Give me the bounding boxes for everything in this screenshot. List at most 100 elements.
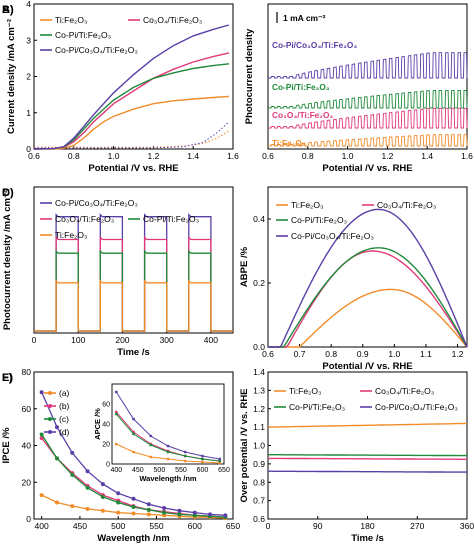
panel-e-x-tick-label: 550	[149, 521, 163, 531]
panel-e-ipce-marker	[208, 512, 213, 517]
panel-e-ipce-marker	[85, 469, 90, 474]
panel-e-ipce-marker	[177, 508, 182, 513]
panel-e-inset-apce-marker	[166, 450, 170, 454]
panel-e-ipce-marker	[54, 456, 59, 461]
panel-e-panel-letter: E)	[2, 372, 13, 384]
panel-f-y-tick-label: 0.9	[253, 459, 265, 469]
panel-e-ipce-marker	[146, 507, 151, 512]
panel-b-x-axis-label: Potential /V vs. RHE	[322, 163, 412, 174]
panel-e-ipce-marker	[100, 494, 105, 499]
panel-e-inset-apce-marker	[201, 460, 204, 464]
panel-a: 0.6 0.8 1.0 1.2 1.4 1.6 0 1 2 3 4 Potential /V vs. …	[2, 0, 239, 174]
panel-f-y-tick-label: 1.2	[253, 404, 265, 414]
panel-e-ipce-marker	[70, 450, 75, 455]
panel-f-x-tick-label: 180	[360, 521, 374, 531]
panel-a-y-tick-label: 0	[26, 144, 31, 154]
panel-e-inset-y-axis-label: APCE /%	[93, 408, 102, 440]
panel-e-ipce-marker	[116, 510, 121, 515]
panel-e-ipce-marker	[223, 513, 228, 518]
panel-d-x-axis-label: Potential /V vs. RHE	[322, 361, 412, 372]
panel-e-y-tick-label: 0	[26, 514, 31, 524]
panel-d-abpe-curve	[268, 250, 468, 348]
panel-e-ipce-marker	[162, 505, 167, 510]
panel-e-inset-apce-marker	[183, 454, 187, 458]
panel-e-ipce-marker	[162, 513, 167, 518]
panel-e-ipce-marker	[116, 500, 121, 505]
panel-f-legend-label: Ti:Fe₂O₃	[289, 386, 321, 396]
panel-e-inset-apce-marker	[183, 459, 187, 463]
panel-b-trace-label: Co₃O₄/Ti:Fe₂O₃	[272, 110, 333, 120]
panel-d: 0.6 0.7 0.8 0.9 1.0 1.1 1.2 0.0 0.2 0.4 Potential …	[2, 186, 468, 372]
panel-d-abpe-curve	[268, 288, 468, 348]
panel-e-y-tick-label: 80	[22, 367, 32, 377]
panel-c-legend-label: Co₃O₄/Ti:Fe₂O₃	[55, 214, 114, 224]
panel-a-y-tick-label: 1	[26, 108, 31, 118]
panel-f-y-tick-label: 1.3	[253, 385, 265, 395]
panel-f-stability-trace	[268, 457, 467, 460]
panel-e-inset-y-tick-label: 40	[102, 422, 110, 429]
panel-b: 0.6 0.8 1.0 1.2 1.4 1.6 Potential /V vs. RHE Ph…	[2, 3, 473, 174]
panel-a-y-tick-label: 2	[26, 72, 31, 82]
panel-a-y-axis-label: Current density /mA cm⁻²	[6, 19, 17, 134]
panel-b-x-tick-label: 0.8	[302, 151, 314, 161]
panel-c-y-axis-label: Photocurrent density /mA cm⁻²	[2, 190, 13, 330]
panel-e-inset-apce-marker	[218, 461, 222, 465]
panel-f-legend-label: Co-Pi/Ti:Fe₂O₃	[289, 402, 345, 412]
panel-e-inset-x-tick-label: 450	[132, 467, 144, 474]
panel-e-ipce-marker	[146, 512, 151, 517]
panel-e-ipce-marker	[192, 510, 197, 515]
panel-e-inset-x-tick-label: 600	[197, 467, 209, 474]
panel-d-y-tick-label: 0.0	[253, 342, 265, 352]
panel-b-chopped-trace	[268, 107, 468, 129]
panel-e-y-tick-label: 40	[22, 441, 32, 451]
panel-f-panel-letter: F)	[2, 372, 13, 384]
panel-e-legend-label: (c)	[59, 414, 69, 424]
panel-d-x-tick-label: 1.1	[420, 349, 432, 359]
panel-d-y-tick-label: 0.4	[253, 214, 265, 224]
panel-e-inset-x-tick-label: 650	[218, 467, 230, 474]
panel-e-ipce-marker	[131, 496, 136, 501]
panel-e-inset-y-tick-label: 20	[102, 442, 110, 449]
panel-d-y-axis-label: ABPE /%	[239, 246, 250, 287]
panel-e-ipce-marker	[146, 502, 151, 507]
panel-e-x-axis-label: Wavelength /nm	[97, 533, 170, 544]
panel-b-x-tick-label: 1.0	[342, 151, 354, 161]
panel-b-x-tick-label: 1.6	[461, 151, 473, 161]
panel-c-x-tick-label: 0	[32, 335, 37, 345]
panel-e-inset-apce-marker	[114, 412, 118, 416]
panel-b-trace-label: Ti:Fe₂O₃	[272, 138, 306, 148]
panel-e-ipce-marker	[39, 390, 44, 395]
panel-e-x-tick-label: 400	[35, 521, 49, 531]
panel-a-x-tick-label: 1.4	[187, 151, 199, 161]
panel-d-legend-label: Co-Pi/Co₃O₄/Ti:Fe₂O₃	[291, 231, 374, 241]
panel-e-inset-apce-marker	[114, 390, 118, 394]
panel-e-inset-apce-marker	[132, 450, 135, 454]
panel-e-inset-x-tick-label: 550	[175, 467, 187, 474]
panel-f-y-tick-label: 1.1	[253, 422, 265, 432]
panel-e-x-tick-label: 500	[111, 521, 125, 531]
panel-f: 0 90 180 270 360 0.6 0.7 0.8 0.9 1.0 1.1 1.2 1.3 1.4 T…	[2, 367, 474, 544]
panel-c-plot-frame	[33, 186, 234, 334]
panel-a-x-tick-label: 1.6	[227, 151, 239, 161]
panel-a-series-line	[34, 130, 230, 148]
panel-e-inset-apce-marker	[149, 455, 153, 459]
panel-c-transient-trace	[34, 249, 233, 332]
panel-e-inset-apce-marker	[114, 410, 118, 414]
panel-b-x-tick-label: 1.4	[421, 151, 433, 161]
panel-e-x-tick-label: 650	[226, 521, 240, 531]
panel-d-x-tick-label: 0.9	[357, 349, 369, 359]
panel-a-series-line	[33, 24, 230, 150]
panel-c-legend-label: Co-Pi/Ti:Fe₂O₃	[143, 214, 199, 224]
panel-f-y-tick-label: 0.8	[253, 477, 265, 487]
panel-d-panel-letter: D)	[2, 187, 14, 199]
panel-b-trace-label: Co-Pi/Co₃O₄/Ti:Fe₂O₃	[272, 40, 357, 50]
panel-e-ipce-marker	[192, 513, 197, 518]
panel-a-series-line	[34, 121, 230, 149]
panel-f-x-axis-label: Time /s	[351, 533, 384, 544]
panel-c-legend-label: Ti:Fe₂O₃	[55, 230, 87, 240]
panel-a-x-tick-label: 0.6	[28, 151, 40, 161]
panel-c: 0 100 200 300 400 Time /s Photocurrent density…	[2, 186, 234, 358]
panel-f-y-tick-label: 0.7	[253, 496, 265, 506]
panel-e-x-tick-label: 450	[73, 521, 87, 531]
panel-b-chopped-trace	[268, 134, 468, 147]
